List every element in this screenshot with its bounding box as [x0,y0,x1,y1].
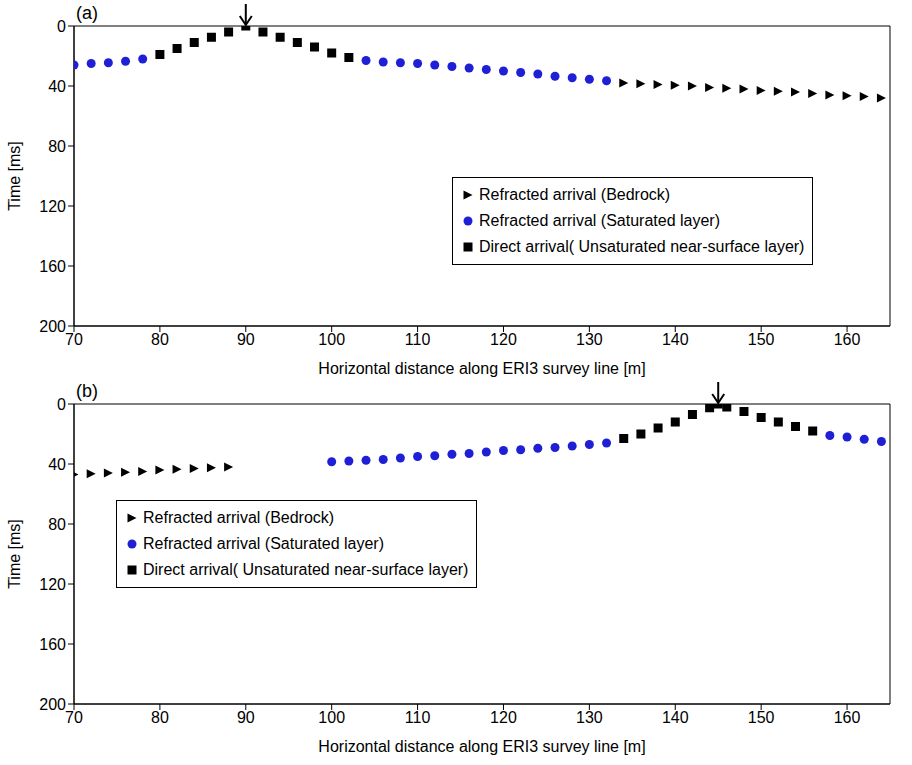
svg-text:70: 70 [65,709,83,726]
svg-text:140: 140 [662,331,689,348]
svg-text:200: 200 [39,318,66,335]
svg-text:90: 90 [237,709,255,726]
svg-text:0: 0 [57,18,66,35]
svg-text:40: 40 [48,456,66,473]
svg-text:160: 160 [834,331,861,348]
svg-text:100: 100 [318,331,345,348]
svg-text:160: 160 [834,709,861,726]
svg-text:200: 200 [39,696,66,713]
svg-text:120: 120 [39,198,66,215]
svg-text:150: 150 [748,709,775,726]
svg-text:Time [ms]: Time [ms] [6,519,23,589]
svg-text:110: 110 [405,331,431,348]
svg-text:130: 130 [576,709,603,726]
svg-text:120: 120 [490,709,517,726]
svg-text:Horizontal distance along ERI3: Horizontal distance along ERI3 survey li… [318,738,645,755]
svg-text:130: 130 [576,331,603,348]
html-text:Direct arrival( Unsaturated ne: Direct arrival( Unsaturated near-surface… [479,238,805,255]
svg-text:120: 120 [39,576,66,593]
svg-text:80: 80 [151,331,169,348]
html-text:(a): (a) [76,3,98,23]
svg-text:160: 160 [39,636,66,653]
svg-text:80: 80 [151,709,169,726]
html-text:(b): (b) [76,381,98,401]
svg-text:100: 100 [318,709,345,726]
svg-text:80: 80 [48,138,66,155]
svg-text:150: 150 [748,331,775,348]
svg-text:110: 110 [405,709,431,726]
svg-text:Horizontal distance along ERI3: Horizontal distance along ERI3 survey li… [318,360,645,377]
svg-text:90: 90 [237,331,255,348]
html-text:Refracted arrival (Saturated l: Refracted arrival (Saturated layer) [143,535,384,552]
html-text:Refracted arrival (Saturated l: Refracted arrival (Saturated layer) [479,212,720,229]
svg-text:160: 160 [39,258,66,275]
svg-text:80: 80 [48,516,66,533]
html-text:Direct arrival( Unsaturated ne: Direct arrival( Unsaturated near-surface… [143,561,469,578]
svg-text:70: 70 [65,331,83,348]
svg-text:120: 120 [490,331,517,348]
svg-text:0: 0 [57,396,66,413]
svg-text:40: 40 [48,78,66,95]
html-text:Refracted arrival (Bedrock): Refracted arrival (Bedrock) [143,509,335,526]
svg-text:140: 140 [662,709,689,726]
svg-text:Time [ms]: Time [ms] [6,141,23,211]
html-text:Refracted arrival (Bedrock): Refracted arrival (Bedrock) [479,186,671,203]
